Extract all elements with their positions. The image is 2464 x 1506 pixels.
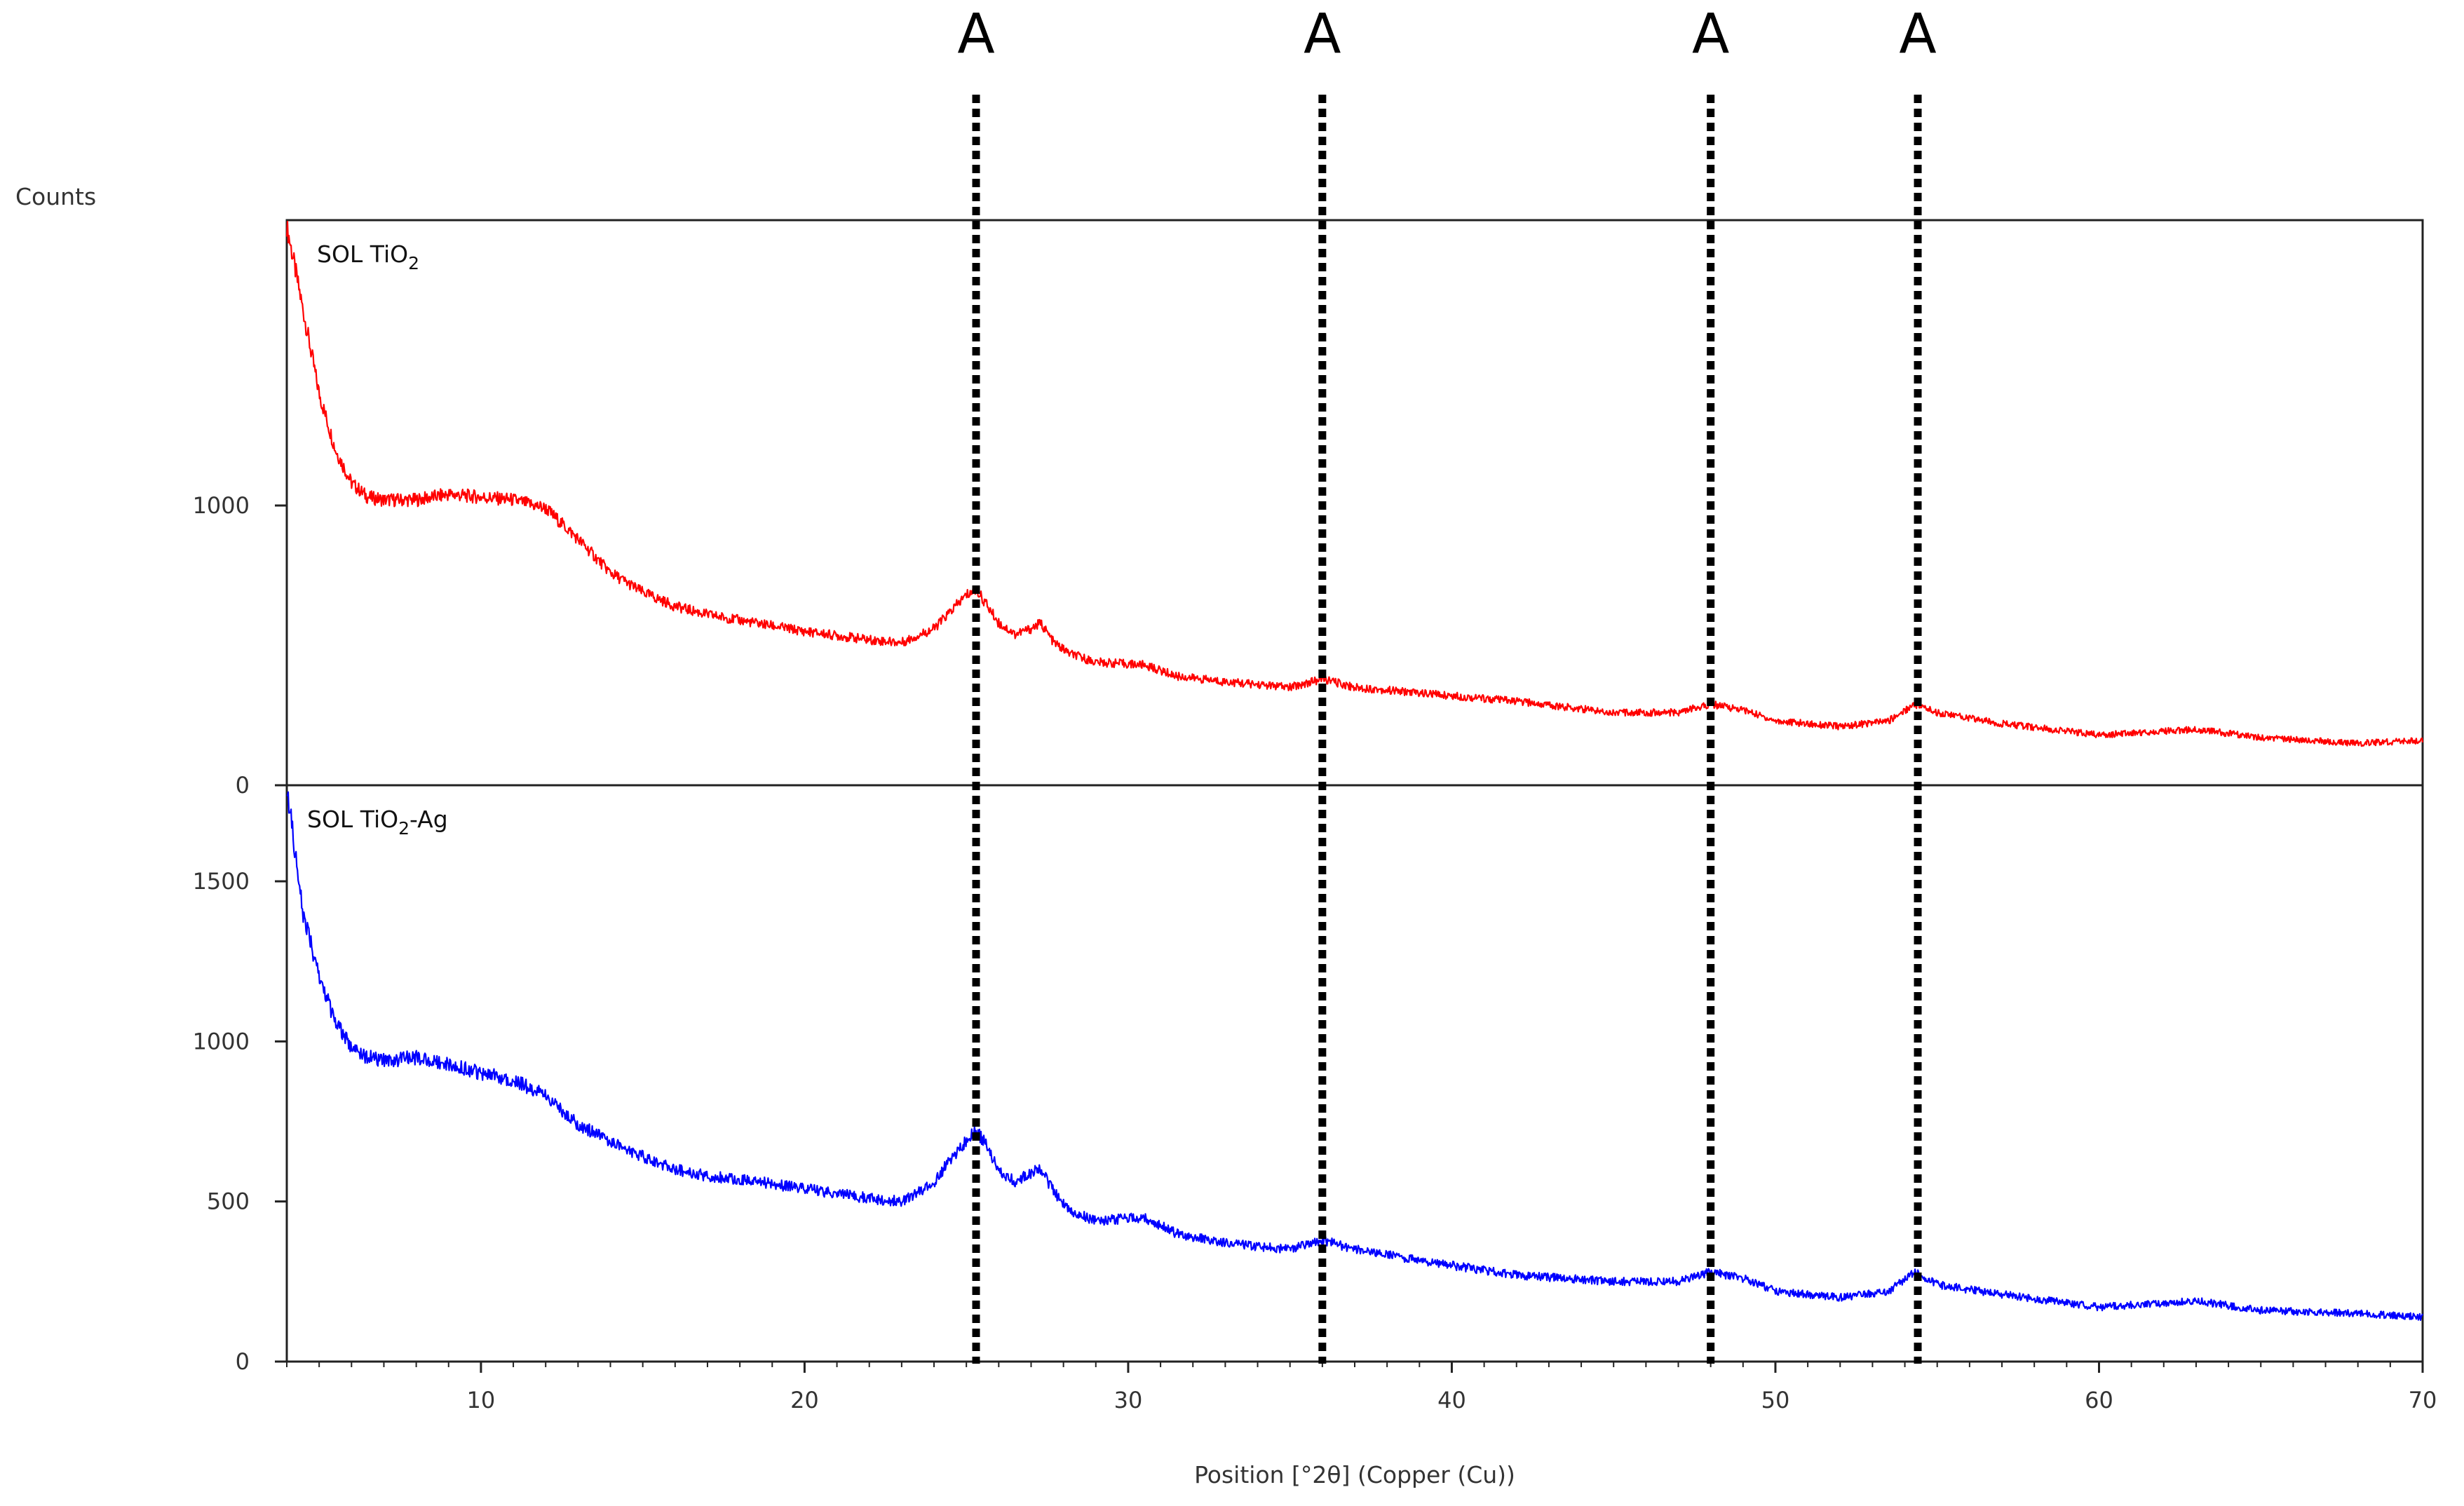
x-axis-title: Position [°2θ] (Copper (Cu)) (1194, 1461, 1515, 1488)
y-tick-label: 0 (236, 1348, 250, 1375)
y-axis-title: Counts (15, 183, 96, 210)
series-layer (285, 220, 2424, 1321)
x-tick-label: 40 (1437, 1387, 1466, 1413)
y-tick-label: 0 (236, 772, 250, 799)
y-tick-label: 1500 (193, 868, 250, 895)
reference-label: A (1692, 3, 1729, 66)
x-axis-ticks: 10 20 30 40 50 60 70 (286, 1362, 2437, 1413)
series-line (285, 220, 2424, 747)
panel-label-suffix: -Ag (409, 806, 448, 833)
x-tick-label: 20 (790, 1387, 819, 1413)
panel-label-subscript: 2 (408, 253, 419, 273)
panel-label-main: SOL TiO (307, 806, 398, 833)
x-tick-label: 30 (1114, 1387, 1143, 1413)
reference-label: A (1304, 3, 1341, 66)
y-tick-label: 500 (207, 1188, 250, 1215)
reference-label: A (957, 3, 994, 66)
panel-label-subscript: 2 (398, 818, 409, 839)
series-line (286, 791, 2424, 1321)
panel-label: SOL TiO2 (317, 240, 419, 273)
panel-label: SOL TiO2-Ag (307, 806, 448, 839)
plot-frame (285, 219, 2424, 1363)
y-axis-ticks: 0 1000 0 500 1000 1500 (193, 492, 287, 1375)
x-tick-label: 10 (467, 1387, 496, 1413)
reference-label: A (1899, 3, 1936, 66)
x-tick-label: 70 (2409, 1387, 2437, 1413)
y-tick-label: 1000 (193, 1028, 250, 1054)
y-tick-label: 1000 (193, 492, 250, 519)
x-tick-label: 50 (1761, 1387, 1790, 1413)
x-tick-label: 60 (2085, 1387, 2113, 1413)
panel-label-main: SOL TiO (317, 240, 408, 268)
